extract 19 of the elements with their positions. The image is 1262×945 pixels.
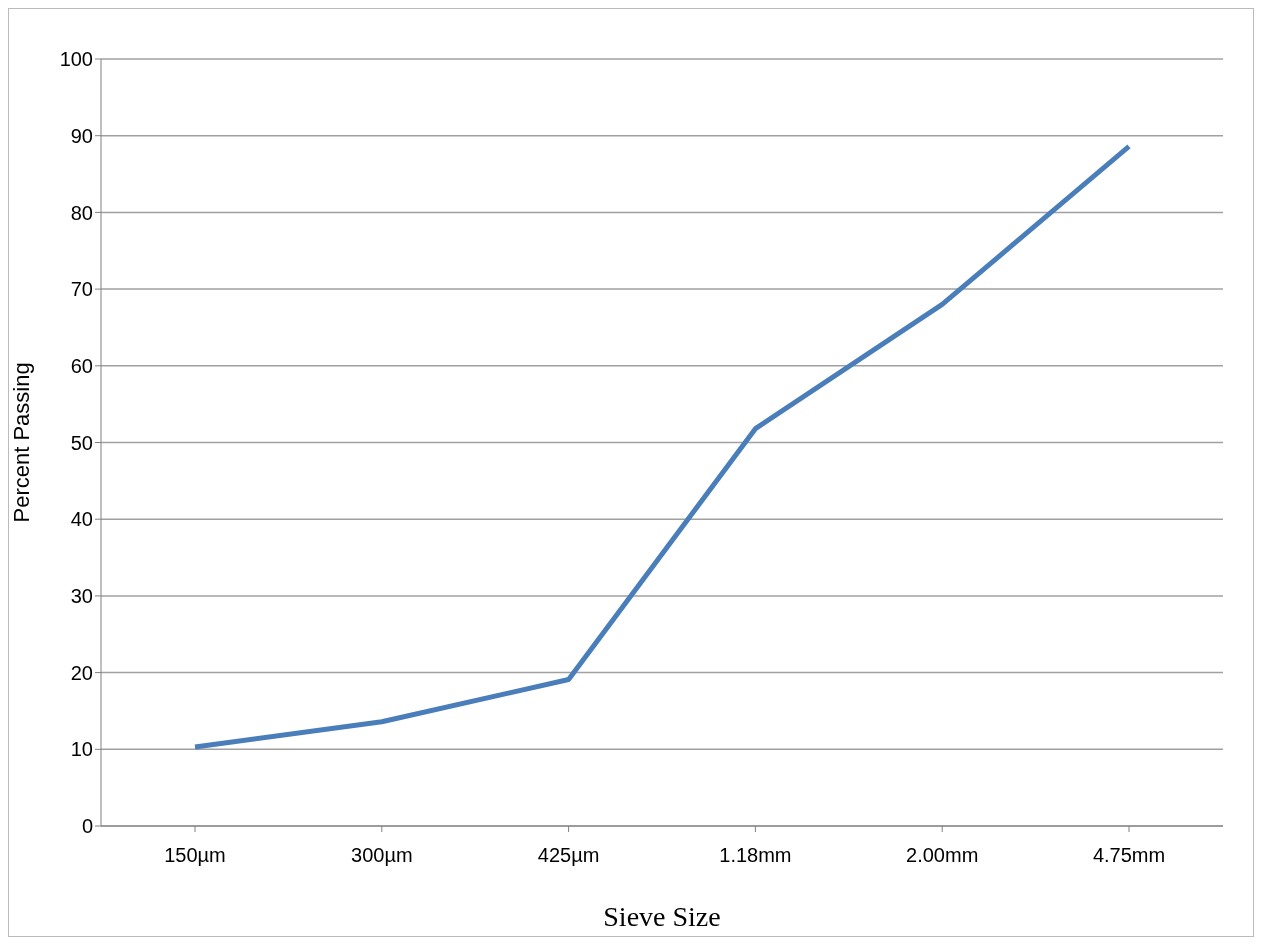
y-tick-label: 60 (70, 354, 93, 377)
y-tick-label: 40 (70, 508, 93, 531)
x-axis-title: Sieve Size (603, 901, 721, 932)
x-tick-label: 150µm (164, 844, 226, 867)
y-tick-label: 30 (70, 585, 93, 607)
x-tick-label: 2.00mm (906, 844, 979, 867)
y-axis-title: Percent Passing (8, 362, 34, 523)
x-tick-label: 4.75mm (1092, 844, 1166, 867)
y-tick-label: 10 (70, 738, 93, 761)
x-tick-label: 300µm (351, 844, 413, 867)
x-tick-label: 425µm (537, 844, 600, 867)
y-tick-label: 80 (70, 201, 93, 224)
y-tick-label: 100 (59, 48, 93, 71)
y-tick-label: 70 (70, 278, 93, 301)
x-tick-label: 1.18mm (719, 844, 792, 867)
y-tick-label: 90 (70, 124, 93, 147)
y-tick-label: 20 (70, 661, 93, 684)
y-tick-label: 50 (70, 431, 93, 454)
y-tick-label: 0 (81, 815, 93, 838)
